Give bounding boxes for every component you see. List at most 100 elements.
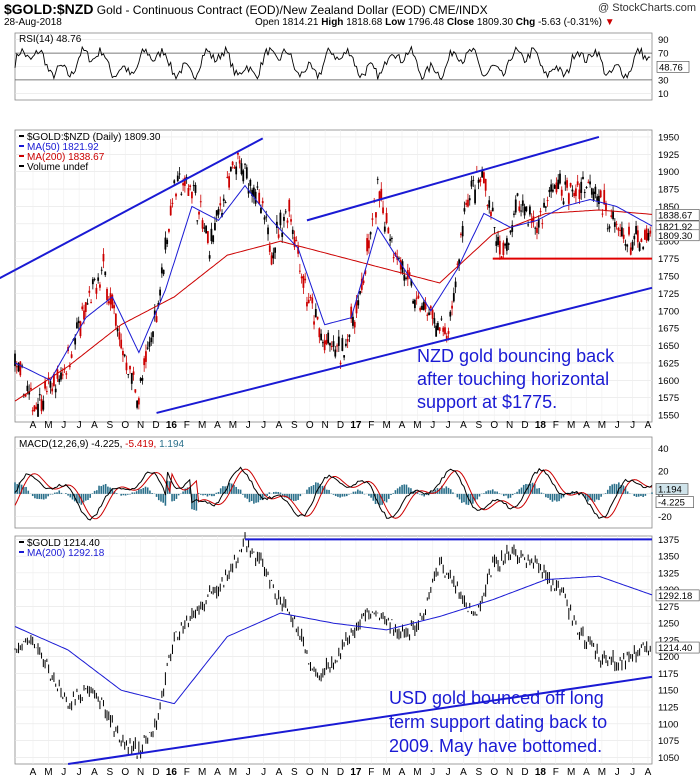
rsi-last-value-label-box	[656, 61, 690, 73]
chart-title: $GOLD:$NZD Gold - Continuous Contract (E…	[4, 1, 488, 17]
price-candle-body	[369, 232, 372, 235]
price-candle-body	[277, 234, 280, 238]
gold-y-tick-label: 1125	[658, 703, 678, 714]
price-candle-body	[594, 186, 597, 194]
gold-x-tick-label: 18	[535, 767, 547, 778]
gold-x-tick-label: N	[137, 767, 144, 778]
price-x-tick-label: 18	[535, 420, 547, 431]
price-candle-body	[633, 235, 636, 240]
macd-title: MACD(12,26,9) -4.225, -5.419, 1.194	[19, 439, 185, 450]
price-candle-body	[617, 227, 620, 231]
price-candle-body	[187, 187, 190, 196]
price-candle-body	[559, 173, 561, 184]
price-candle-body	[442, 327, 445, 332]
price-candle-body	[152, 331, 154, 338]
price-candle-body	[613, 222, 616, 227]
price-candle-body	[479, 178, 482, 182]
price-candle-body	[210, 228, 213, 242]
price-candle-body	[194, 184, 197, 193]
price-candle-body	[548, 189, 551, 193]
price-candle-body	[143, 358, 146, 366]
price-candle-body	[134, 389, 137, 393]
gold-y-tick-label: 1275	[658, 602, 679, 613]
gold-x-tick-label: M	[382, 767, 390, 778]
price-candle-body	[130, 373, 133, 384]
price-x-tick-label: O	[490, 420, 498, 431]
price-candle-body	[606, 228, 609, 230]
macd-y-tick-label: 20	[658, 467, 669, 478]
price-candle-body	[649, 230, 652, 234]
price-candle-body	[412, 300, 415, 304]
price-candle-body	[541, 223, 544, 225]
price-candle-body	[132, 371, 135, 375]
price-candle-body	[481, 170, 484, 178]
gold-x-tick-label: M	[413, 767, 421, 778]
usd-annotation-line: 2009. May have bottomed.	[389, 736, 602, 756]
price-candle-body	[145, 351, 147, 362]
chart-header: $GOLD:$NZD Gold - Continuous Contract (E…	[0, 0, 700, 30]
price-candle-body	[265, 216, 268, 218]
price-candle-body	[198, 211, 200, 215]
price-candle-body	[488, 200, 491, 208]
price-candle-body	[88, 290, 91, 293]
price-x-tick-label: S	[291, 420, 298, 431]
price-candle-body	[449, 311, 452, 317]
price-candle-body	[366, 238, 369, 252]
price-candle-body	[321, 342, 324, 344]
price-candle-body	[507, 243, 510, 245]
close-value: 1809.30	[476, 17, 514, 28]
price-y-tick-label: 1675	[658, 324, 679, 335]
price-candle-body	[215, 210, 218, 216]
price-candle-body	[70, 354, 73, 358]
price-candle-body	[534, 227, 537, 229]
gold-x-tick-label: F	[368, 767, 374, 778]
price-candle-body	[357, 300, 360, 306]
gold-x-tick-label: A	[460, 767, 467, 778]
price-candle-body	[518, 206, 521, 211]
price-candle-body	[284, 211, 287, 213]
price-candle-body	[580, 181, 583, 193]
price-candle-body	[348, 334, 351, 338]
price-candle-body	[176, 175, 179, 182]
price-candle-body	[178, 173, 181, 175]
macd-line	[14, 466, 653, 521]
rsi-title: RSI(14) 48.76	[19, 34, 82, 45]
price-candle-body	[371, 218, 374, 220]
price-candle-body	[484, 178, 487, 191]
price-candle-body	[493, 227, 496, 229]
price-candle-body	[51, 388, 54, 392]
price-candle-body	[313, 321, 315, 325]
price-candle-body	[619, 229, 622, 231]
price-candle-body	[413, 299, 416, 309]
price-candle-body	[502, 242, 505, 255]
price-candle-body	[367, 240, 370, 249]
gold-x-tick-label: J	[630, 767, 635, 778]
price-x-tick-label: N	[506, 420, 513, 431]
price-x-tick-label: N	[322, 420, 329, 431]
price-last-label: 1809.30	[658, 231, 692, 242]
macd-panel-frame	[14, 436, 653, 529]
price-candle-body	[148, 341, 151, 347]
price-candle-body	[405, 277, 407, 279]
price-candle-body	[327, 332, 330, 344]
price-candle-body	[474, 189, 476, 204]
gold-x-tick-label: D	[337, 767, 344, 778]
price-candle-body	[283, 216, 285, 221]
price-candle-body	[550, 184, 553, 192]
price-candle-body	[582, 176, 584, 180]
price-candle-body	[521, 200, 524, 206]
price-x-tick-label: A	[645, 420, 652, 431]
price-x-tick-label: 17	[350, 420, 362, 431]
gold-y-tick-label: 1075	[658, 736, 679, 747]
ma200-last-label-box	[655, 209, 700, 221]
gold-y-tick-label: 1175	[658, 669, 678, 680]
rsi-y-tick-label: 30	[658, 75, 669, 86]
price-candle-body	[14, 353, 16, 367]
price-y-tick-label: 1775	[658, 254, 679, 265]
price-candle-body	[320, 333, 323, 341]
gold-x-tick-label: M	[567, 767, 575, 778]
price-x-tick-label: A	[583, 420, 590, 431]
price-y-tick-label: 1925	[658, 150, 679, 161]
price-candle-body	[175, 193, 177, 197]
rsi-y-tick-label: 90	[658, 35, 669, 46]
